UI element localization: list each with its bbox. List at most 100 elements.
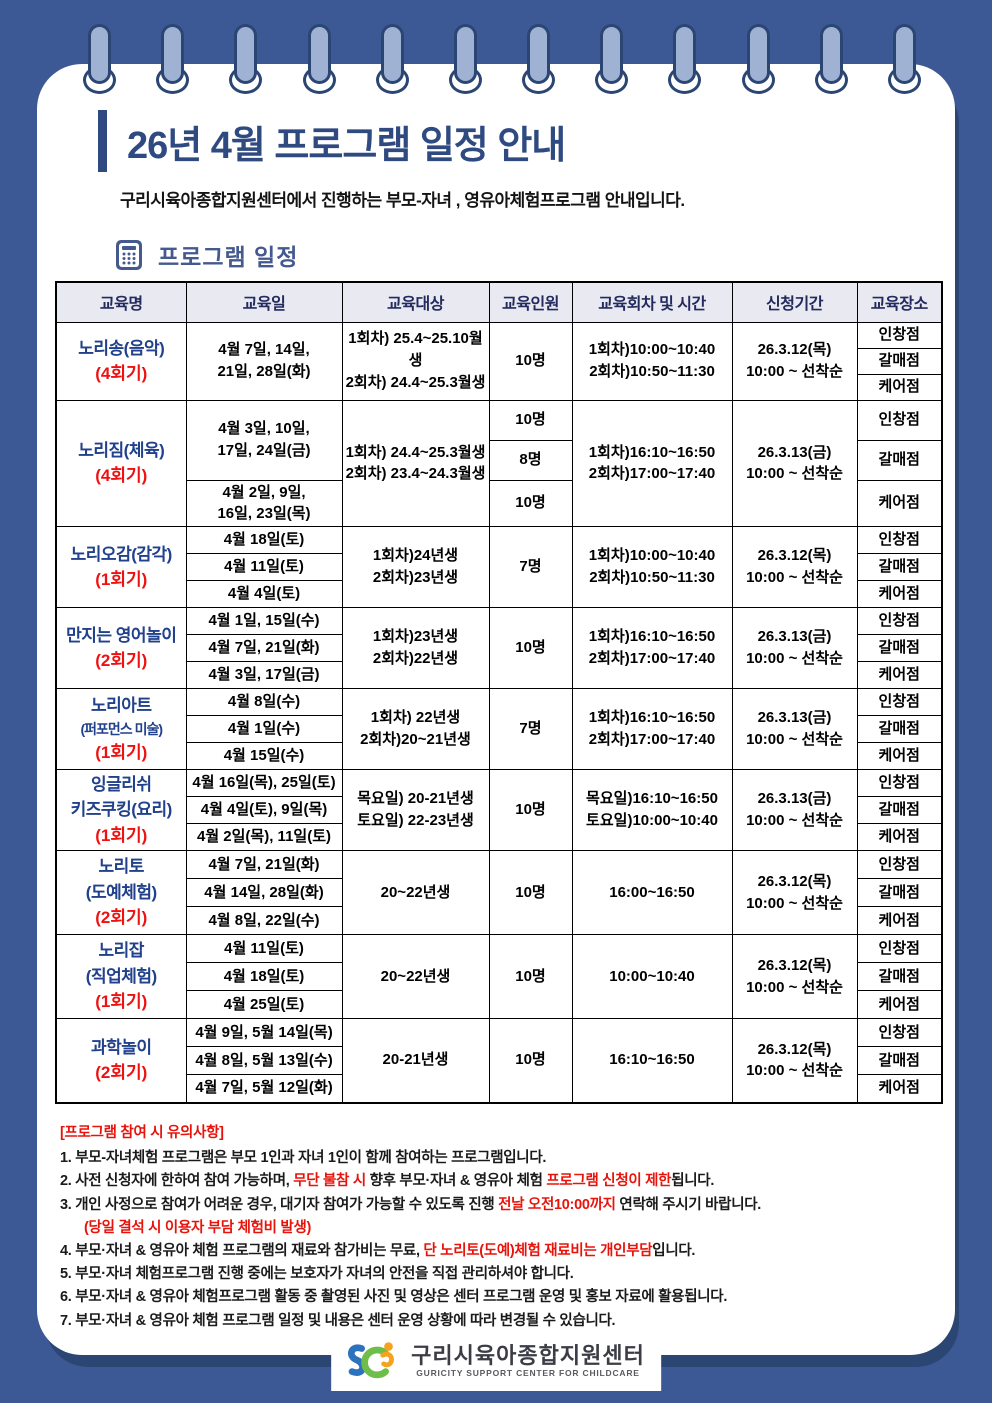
cell-program-name: 잉글리쉬 키즈쿠킹(요리) (1회기) bbox=[55, 769, 187, 851]
cell-place: 갈매점 bbox=[856, 1046, 943, 1075]
col-header: 교육명 bbox=[55, 281, 187, 323]
cell-dates: 4월 3일, 10일, 17일, 24일(금) bbox=[185, 399, 343, 481]
cell-capacity: 10명 bbox=[488, 607, 573, 689]
cell-target: 1회차) 22년생 2회차)20~21년생 bbox=[341, 688, 490, 770]
cell-time: 1회차)10:00~10:40 2회차)10:50~11:30 bbox=[571, 321, 733, 401]
cell-place: 케어점 bbox=[856, 580, 943, 608]
table-row: 노리토 (도예체험) (2회기) 4월 7일, 21일(화) 20~22년생 1… bbox=[55, 850, 943, 935]
cell-dates: 4월 4일(토) bbox=[185, 580, 343, 608]
cell-program-name: 노리잡 (직업체험) (1회기) bbox=[55, 934, 187, 1019]
cell-place: 케어점 bbox=[856, 661, 943, 689]
spiral-ring-icon bbox=[302, 24, 336, 96]
notes-section: [프로그램 참여 시 유의사항] 1. 부모-자녀체험 프로그램은 부모 1인과… bbox=[60, 1122, 945, 1333]
cell-apply: 26.3.13(금) 10:00 ~ 선착순 bbox=[731, 399, 858, 527]
cell-place: 갈매점 bbox=[856, 796, 943, 824]
cell-apply: 26.3.12(목) 10:00 ~ 선착순 bbox=[731, 526, 858, 608]
cell-place: 케어점 bbox=[856, 742, 943, 770]
spiral-ring-icon bbox=[814, 24, 848, 96]
cell-place: 인창점 bbox=[856, 1018, 943, 1047]
cell-time: 목요일)16:10~16:50 토요일)10:00~10:40 bbox=[571, 769, 733, 851]
cell-place: 인창점 bbox=[856, 769, 943, 797]
cell-capacity: 7명 bbox=[488, 688, 573, 770]
cell-capacity: 10명 bbox=[488, 769, 573, 851]
page-subtitle: 구리시육아종합지원센터에서 진행하는 부모-자녀 , 영유아체험프로그램 안내입… bbox=[120, 191, 685, 210]
spiral-ring-icon bbox=[375, 24, 409, 96]
cell-dates: 4월 7일, 14일, 21일, 28일(화) bbox=[185, 321, 343, 401]
cell-capacity: 10명 bbox=[488, 934, 573, 1019]
cell-apply: 26.3.12(목) 10:00 ~ 선착순 bbox=[731, 1018, 858, 1103]
cell-dates: 4월 4일(토), 9일(목) bbox=[185, 796, 343, 824]
table-row: 노리송(음악) (4회기) 4월 7일, 14일, 21일, 28일(화) 1회… bbox=[55, 321, 943, 401]
page-title: 26년 4월 프로그램 일정 안내 bbox=[127, 124, 566, 167]
cell-program-name: 노리오감(감각) (1회기) bbox=[55, 526, 187, 608]
cell-place: 케어점 bbox=[856, 906, 943, 935]
cell-time: 1회차)16:10~16:50 2회차)17:00~17:40 bbox=[571, 399, 733, 527]
cell-program-name: 노리아트 (퍼포먼스 미술) (1회기) bbox=[55, 688, 187, 770]
cell-dates: 4월 25일(토) bbox=[185, 990, 343, 1019]
cell-time: 16:10~16:50 bbox=[571, 1018, 733, 1103]
cell-place: 인창점 bbox=[856, 688, 943, 716]
spiral-ring-icon bbox=[522, 24, 556, 96]
cell-program-name: 노리송(음악) (4회기) bbox=[55, 321, 187, 401]
cell-time: 16:00~16:50 bbox=[571, 850, 733, 935]
cell-place: 갈매점 bbox=[856, 715, 943, 743]
title-block: 26년 4월 프로그램 일정 안내 bbox=[98, 110, 566, 172]
cell-apply: 26.3.13(금) 10:00 ~ 선착순 bbox=[731, 607, 858, 689]
spiral-ring-icon bbox=[156, 24, 190, 96]
cell-apply: 26.3.13(금) 10:00 ~ 선착순 bbox=[731, 769, 858, 851]
cell-target: 1회차) 25.4~25.10월생 2회차) 24.4~25.3월생 bbox=[341, 321, 490, 401]
cell-dates: 4월 18일(토) bbox=[185, 962, 343, 991]
calculator-icon bbox=[116, 240, 142, 270]
cell-dates: 4월 1일(수) bbox=[185, 715, 343, 743]
cell-apply: 26.3.13(금) 10:00 ~ 선착순 bbox=[731, 688, 858, 770]
col-header: 교육인원 bbox=[488, 281, 573, 323]
table-row: 노리오감(감각) (1회기) 4월 18일(토) 1회차)24년생 2회차)23… bbox=[55, 526, 943, 608]
spiral-ring-icon bbox=[668, 24, 702, 96]
cell-place: 인창점 bbox=[856, 399, 943, 441]
cell-place: 케어점 bbox=[856, 1074, 943, 1103]
table-header-row: 교육명 교육일 교육대상 교육인원 교육회차 및 시간 신청기간 교육장소 bbox=[55, 281, 943, 323]
col-header: 신청기간 bbox=[731, 281, 858, 323]
cell-time: 1회차)10:00~10:40 2회차)10:50~11:30 bbox=[571, 526, 733, 608]
table-row: 만지는 영어놀이 (2회기) 4월 1일, 15일(수) 1회차)23년생 2회… bbox=[55, 607, 943, 689]
cell-dates: 4월 14일, 28일(화) bbox=[185, 878, 343, 907]
cell-dates: 4월 2일, 9일, 16일, 23일(목) bbox=[185, 479, 343, 527]
spiral-ring-icon bbox=[741, 24, 775, 96]
sci-logo-icon bbox=[348, 1342, 394, 1379]
cell-program-name: 노리짐(체육) (4회기) bbox=[55, 399, 187, 527]
spiral-ring-icon bbox=[595, 24, 629, 96]
cell-capacity: 8명 bbox=[488, 439, 573, 481]
cell-capacity: 10명 bbox=[488, 399, 573, 441]
cell-dates: 4월 18일(토) bbox=[185, 526, 343, 554]
cell-capacity: 10명 bbox=[488, 1018, 573, 1103]
cell-place: 인창점 bbox=[856, 526, 943, 554]
cell-dates: 4월 9일, 5월 14일(목) bbox=[185, 1018, 343, 1047]
note-item: 7. 부모·자녀 & 영유아 체험 프로그램 일정 및 내용은 센터 운영 상황… bbox=[60, 1312, 616, 1329]
cell-dates: 4월 1일, 15일(수) bbox=[185, 607, 343, 635]
cell-place: 인창점 bbox=[856, 607, 943, 635]
spiral-ring-icon bbox=[83, 24, 116, 96]
col-header: 교육회차 및 시간 bbox=[571, 281, 733, 323]
col-header: 교육장소 bbox=[856, 281, 943, 323]
cell-dates: 4월 7일, 5월 12일(화) bbox=[185, 1074, 343, 1103]
cell-place: 케어점 bbox=[856, 479, 943, 527]
org-name-english: GURICITY SUPPORT CENTER FOR CHILDCARE bbox=[416, 1368, 640, 1379]
cell-dates: 4월 7일, 21일(화) bbox=[185, 634, 343, 662]
cell-place: 케어점 bbox=[856, 990, 943, 1019]
cell-dates: 4월 11일(토) bbox=[185, 553, 343, 581]
cell-place: 인창점 bbox=[856, 850, 943, 879]
cell-place: 갈매점 bbox=[856, 347, 943, 375]
title-accent-bar bbox=[98, 110, 107, 172]
section-header: 프로그램 일정 bbox=[116, 238, 298, 272]
col-header: 교육대상 bbox=[341, 281, 490, 323]
cell-capacity: 10명 bbox=[488, 479, 573, 527]
cell-apply: 26.3.12(목) 10:00 ~ 선착순 bbox=[731, 321, 858, 401]
cell-place: 인창점 bbox=[856, 934, 943, 963]
table-row: 노리짐(체육) (4회기) 4월 3일, 10일, 17일, 24일(금) 1회… bbox=[55, 399, 943, 527]
spiral-ring-icon bbox=[229, 24, 263, 96]
note-item: 4. 부모·자녀 & 영유아 체험 프로그램의 재료와 참가비는 무료, 단 노… bbox=[60, 1242, 696, 1259]
cell-dates: 4월 15일(수) bbox=[185, 742, 343, 770]
cell-place: 케어점 bbox=[856, 823, 943, 851]
cell-target: 20~22년생 bbox=[341, 850, 490, 935]
cell-place: 갈매점 bbox=[856, 878, 943, 907]
